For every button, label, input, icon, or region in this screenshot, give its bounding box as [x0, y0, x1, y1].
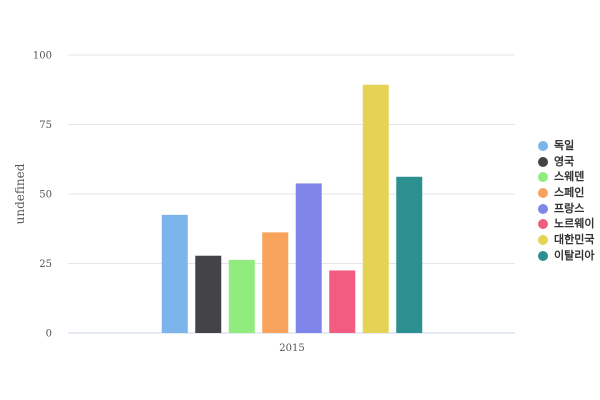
bar[interactable] — [195, 255, 222, 333]
legend-swatch — [538, 156, 548, 167]
legend-label: 독일 — [554, 138, 575, 152]
bar[interactable] — [396, 176, 423, 333]
legend-swatch — [538, 187, 548, 198]
gridlines — [68, 54, 515, 334]
legend-item[interactable]: 이탈리아 — [538, 248, 600, 264]
legend-item[interactable]: 대한민국 — [538, 232, 600, 248]
bar[interactable] — [228, 259, 255, 333]
legend-item[interactable]: 스웨덴 — [538, 169, 600, 185]
legend-swatch — [538, 234, 548, 245]
legend-swatch — [538, 172, 548, 183]
legend-swatch — [538, 250, 548, 261]
y-axis-title: undefined — [13, 163, 27, 224]
bars — [161, 84, 423, 333]
legend-label: 영국 — [554, 154, 575, 168]
legend-label: 이탈리아 — [554, 248, 595, 262]
legend-item[interactable]: 영국 — [538, 154, 600, 170]
y-tick-label: 75 — [39, 120, 52, 131]
legend-item[interactable]: 노르웨이 — [538, 216, 600, 232]
y-tick-label: 0 — [46, 329, 52, 340]
legend-label: 대한민국 — [554, 232, 595, 246]
legend-item[interactable]: 스페인 — [538, 185, 600, 201]
legend-swatch — [538, 219, 548, 230]
y-tick-label: 100 — [33, 51, 52, 62]
x-tick-label: 2015 — [279, 343, 304, 354]
legend-swatch — [538, 140, 548, 151]
legend-label: 스페인 — [554, 185, 585, 199]
bar[interactable] — [362, 84, 389, 333]
bar[interactable] — [262, 232, 289, 333]
legend-label: 스웨덴 — [554, 170, 585, 184]
axes: 0 25 50 75 100 undefined 2015 — [13, 51, 305, 355]
y-tick-label: 50 — [39, 190, 52, 201]
legend-swatch — [538, 203, 548, 214]
y-tick-label: 25 — [39, 259, 52, 270]
legend-item[interactable]: 프랑스 — [538, 201, 600, 217]
legend-label: 프랑스 — [554, 201, 585, 215]
legend-label: 노르웨이 — [554, 217, 595, 231]
bar[interactable] — [295, 183, 322, 333]
bar[interactable] — [329, 270, 356, 333]
bar[interactable] — [161, 214, 188, 333]
legend-item[interactable]: 독일 — [538, 138, 600, 154]
